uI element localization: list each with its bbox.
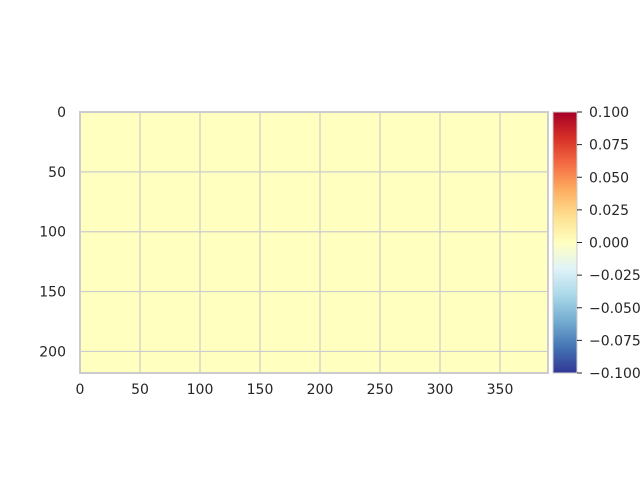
colorbar-axis: 0.100 0.075 0.050 0.025 0.000 −0.025 −0.050 −0.… xyxy=(577,105,640,382)
y-axis: 0 50 100 150 200 xyxy=(39,105,66,360)
colorbar-tick-label: −0.075 xyxy=(589,333,640,349)
colorbar-tick-label: 0.100 xyxy=(589,105,629,121)
x-tick-label: 300 xyxy=(427,382,454,398)
heatmap-frame xyxy=(79,111,549,374)
x-tick-label: 50 xyxy=(131,382,149,398)
x-tick-label: 250 xyxy=(367,382,394,398)
x-tick-label: 100 xyxy=(187,382,214,398)
x-tick-label: 0 xyxy=(76,382,85,398)
y-tick-label: 100 xyxy=(39,225,66,241)
colorbar-tick-label: −0.025 xyxy=(589,268,640,284)
x-tick-label: 350 xyxy=(487,382,514,398)
x-tick-label: 150 xyxy=(247,382,274,398)
colorbar-tick-label: −0.100 xyxy=(589,366,640,382)
colorbar-tick-label: 0.075 xyxy=(589,138,629,154)
y-tick-label: 50 xyxy=(48,165,66,181)
colorbar-tick-label: 0.000 xyxy=(589,236,629,252)
colorbar xyxy=(552,111,578,374)
colorbar-tick-label: −0.050 xyxy=(589,301,640,317)
heatmap-area xyxy=(80,112,548,373)
x-axis: 0 50 100 150 200 250 300 350 xyxy=(76,382,514,398)
y-tick-label: 0 xyxy=(57,105,66,121)
x-tick-label: 200 xyxy=(307,382,334,398)
colorbar-tick-label: 0.025 xyxy=(589,203,629,219)
y-tick-label: 150 xyxy=(39,285,66,301)
colorbar-tick-label: 0.050 xyxy=(589,170,629,186)
y-tick-label: 200 xyxy=(39,344,66,360)
